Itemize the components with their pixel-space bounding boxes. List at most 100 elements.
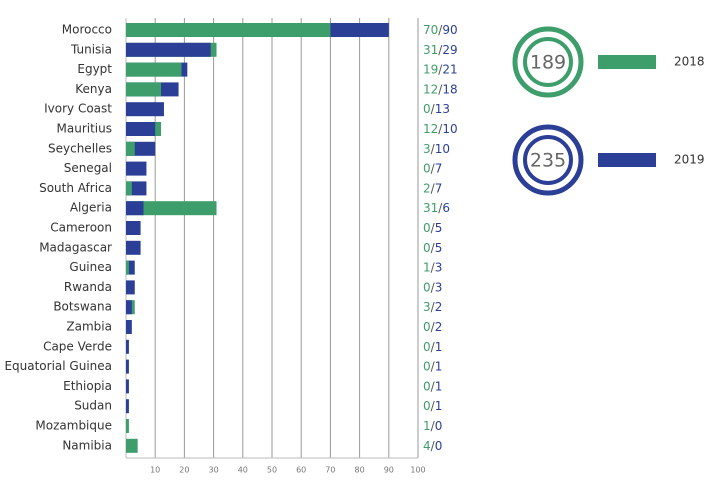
category-label: Egypt xyxy=(77,62,112,76)
value-separator: / xyxy=(438,201,443,215)
value: 1 xyxy=(423,260,431,274)
value: 13 xyxy=(435,102,450,116)
bar xyxy=(126,23,331,37)
category-label: South Africa xyxy=(39,181,112,195)
value: 0 xyxy=(423,359,431,373)
bar xyxy=(126,62,182,77)
value: 0 xyxy=(423,221,431,235)
value-label: 0/5 xyxy=(423,221,442,235)
value-separator: / xyxy=(438,42,443,56)
bar xyxy=(126,161,147,176)
value-separator: / xyxy=(438,122,443,136)
value-separator: / xyxy=(431,438,436,452)
bar xyxy=(126,300,132,315)
value-label: 31/6 xyxy=(423,201,450,215)
total-value: 189 xyxy=(530,52,566,74)
bar xyxy=(126,438,138,453)
bar xyxy=(126,181,132,196)
bar xyxy=(126,260,129,275)
value-separator: / xyxy=(431,419,436,433)
value: 0 xyxy=(435,438,443,452)
category-label: Botswana xyxy=(53,300,112,314)
value: 29 xyxy=(442,42,457,56)
bar xyxy=(126,419,129,433)
value: 1 xyxy=(435,359,443,373)
value-label: 0/1 xyxy=(423,359,442,373)
value: 10 xyxy=(435,141,450,155)
value: 0 xyxy=(423,102,431,116)
value-label: 0/5 xyxy=(423,240,442,254)
value: 6 xyxy=(442,201,450,215)
value: 0 xyxy=(423,240,431,254)
value-separator: / xyxy=(431,181,436,195)
category-label: Equatorial Guinea xyxy=(4,359,112,373)
value-separator: / xyxy=(431,102,436,116)
value: 31 xyxy=(423,201,438,215)
value-separator: / xyxy=(431,141,436,155)
value: 12 xyxy=(423,82,438,96)
value: 2 xyxy=(435,320,443,334)
value-label: 0/1 xyxy=(423,379,442,393)
value-separator: / xyxy=(431,161,436,175)
category-label: Mauritius xyxy=(57,122,112,136)
x-tick-label: 60 xyxy=(296,466,306,475)
x-tick-label: 30 xyxy=(209,466,219,475)
x-tick-label: 80 xyxy=(355,466,365,475)
value: 0 xyxy=(423,379,431,393)
category-label: Morocco xyxy=(62,23,112,37)
value: 3 xyxy=(423,300,431,314)
category-label: Mozambique xyxy=(35,419,112,433)
category-label: Rwanda xyxy=(64,280,112,294)
value-label: 3/2 xyxy=(423,300,442,314)
value-label: 4/0 xyxy=(423,438,442,452)
value-label: 0/3 xyxy=(423,280,442,294)
bar xyxy=(126,399,129,414)
value-label: 0/1 xyxy=(423,339,442,353)
x-tick-label: 20 xyxy=(179,466,189,475)
category-label: Ethiopia xyxy=(63,379,112,393)
x-tick-label: 10 xyxy=(150,466,160,475)
category-label: Senegal xyxy=(64,161,112,175)
value: 3 xyxy=(435,280,443,294)
value-label: 0/7 xyxy=(423,161,442,175)
category-label: Sudan xyxy=(74,399,112,413)
value-separator: / xyxy=(438,82,443,96)
category-label: Namibia xyxy=(62,438,112,452)
bar xyxy=(126,42,211,57)
value-label: 0/13 xyxy=(423,102,450,116)
value: 0 xyxy=(423,320,431,334)
value: 1 xyxy=(435,399,443,413)
value-separator: / xyxy=(431,339,436,353)
total-ring xyxy=(512,26,584,98)
x-tick-label: 70 xyxy=(325,466,335,475)
category-label: Cameroon xyxy=(50,221,112,235)
total-ring xyxy=(512,124,584,196)
value: 4 xyxy=(423,438,431,452)
value: 7 xyxy=(435,161,443,175)
value: 0 xyxy=(423,339,431,353)
value: 18 xyxy=(442,82,457,96)
value-separator: / xyxy=(431,240,436,254)
total-value: 235 xyxy=(530,150,566,172)
bar xyxy=(126,240,141,255)
bar xyxy=(126,201,217,216)
value-label: 12/10 xyxy=(423,122,458,136)
value-label: 2/7 xyxy=(423,181,442,195)
value: 0 xyxy=(423,280,431,294)
category-label: Algeria xyxy=(70,201,112,215)
bar xyxy=(126,260,135,275)
value-label: 1/0 xyxy=(423,419,442,433)
value: 3 xyxy=(423,141,431,155)
value-separator: / xyxy=(431,260,436,274)
value: 70 xyxy=(423,23,438,37)
value-label: 31/29 xyxy=(423,42,458,56)
bar xyxy=(126,280,135,295)
value: 5 xyxy=(435,240,443,254)
category-label: Seychelles xyxy=(48,141,112,155)
value-label: 0/2 xyxy=(423,320,442,334)
value-separator: / xyxy=(431,280,436,294)
value-separator: / xyxy=(431,359,436,373)
value-label: 12/18 xyxy=(423,82,458,96)
value: 19 xyxy=(423,62,438,76)
value: 5 xyxy=(435,221,443,235)
